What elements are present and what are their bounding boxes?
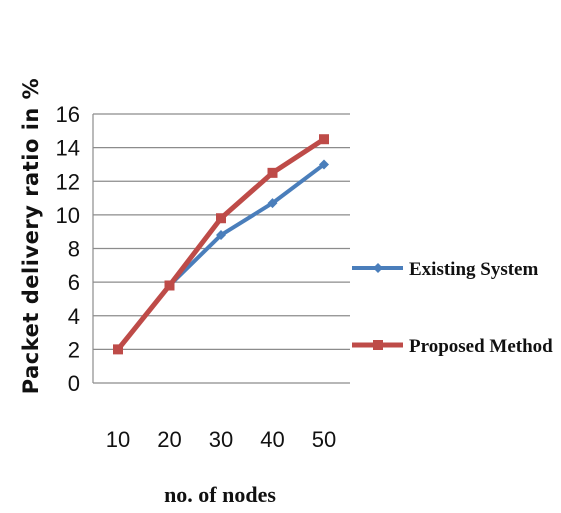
gridlines <box>92 113 350 384</box>
legend-label-proposed-method: Proposed Method <box>409 336 553 357</box>
x-tick-label: 30 <box>209 427 233 452</box>
y-tick-label: 14 <box>56 136 80 161</box>
y-tick-label: 6 <box>68 270 80 295</box>
y-tick-label: 12 <box>56 169 80 194</box>
y-tick-label: 4 <box>68 304 80 329</box>
data-point-proposed-method <box>319 134 329 145</box>
x-tick-label: 20 <box>157 427 181 452</box>
data-point-proposed-method <box>216 213 226 224</box>
legend-label-existing-system: Existing System <box>409 259 538 280</box>
y-tick-label: 10 <box>56 203 80 228</box>
y-axis-label: Packet delivery ratio in % <box>19 78 43 394</box>
x-tick-label: 10 <box>106 427 130 452</box>
y-tick-label: 16 <box>56 102 80 127</box>
x-axis-ticks: 10 20 30 40 50 <box>106 427 336 452</box>
x-axis-label: no. of nodes <box>164 482 276 507</box>
x-tick-label: 50 <box>312 427 336 452</box>
legend-marker-proposed-method <box>373 340 383 350</box>
y-tick-label: 0 <box>68 371 80 396</box>
data-point-proposed-method <box>267 167 278 178</box>
legend-marker-existing-system <box>373 263 383 273</box>
data-point-existing-system <box>267 198 278 209</box>
series-line-proposed-method <box>115 136 327 352</box>
data-point-existing-system <box>319 159 329 170</box>
data-point-existing-system <box>216 230 226 241</box>
y-tick-label: 2 <box>68 337 80 362</box>
series-line-existing-system <box>116 162 326 352</box>
data-series <box>113 134 329 355</box>
data-point-proposed-method <box>113 344 123 355</box>
y-axis-ticks: 0 2 4 6 8 10 12 14 16 <box>56 102 80 396</box>
x-tick-label: 40 <box>260 427 284 452</box>
legend: Existing System Proposed Method <box>352 259 553 357</box>
y-tick-label: 8 <box>68 237 80 262</box>
data-point-proposed-method <box>164 280 175 291</box>
